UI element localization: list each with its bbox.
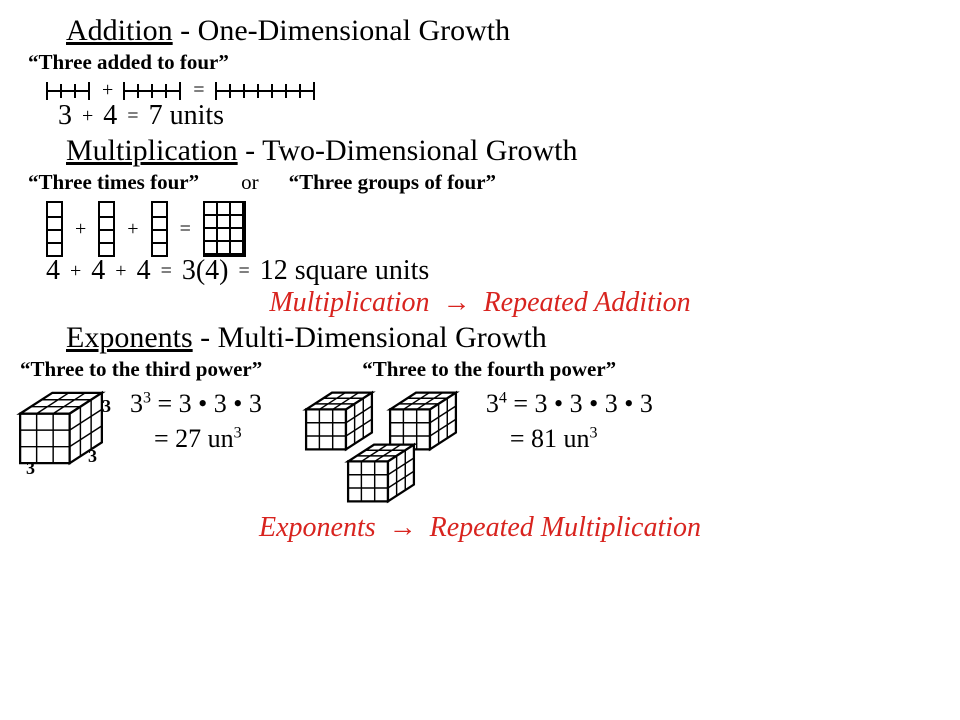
eq4-exp: 4	[499, 389, 507, 406]
number-line-7	[215, 82, 317, 100]
eq-4th-power: 34 = 3 • 3 • 3 • 3 = 81 un3	[486, 386, 653, 456]
eq3-base: 3	[130, 389, 143, 418]
plus-small: +	[115, 260, 126, 283]
exp-heading-rest: - Multi-Dimensional Growth	[193, 321, 547, 354]
mult-result: 12 square units	[260, 255, 430, 287]
exponents-heading: Exponents - Multi-Dimensional Growth	[66, 321, 944, 355]
addend-a: 3	[58, 100, 72, 132]
column-4-a	[46, 201, 63, 257]
cube-label-bottom: 3	[26, 458, 35, 479]
exp-col-4th: 34 = 3 • 3 • 3 • 3 = 81 un3	[302, 386, 653, 506]
term-2: 4	[91, 255, 105, 287]
term-1: 4	[46, 255, 60, 287]
mult-or: or	[241, 170, 259, 195]
plus-small: +	[70, 260, 81, 283]
eq-small: =	[127, 105, 138, 128]
eq-small: =	[239, 260, 250, 283]
column-4-c	[151, 201, 168, 257]
exp-heading-u: Exponents	[66, 321, 193, 354]
exponents-grid: 3 3 3 33 = 3 • 3 • 3 = 27 un3 34 = 3 • 3…	[16, 386, 944, 506]
exp-red-note: Exponents → Repeated Multiplication	[16, 512, 944, 544]
eq3-unit-exp: 3	[234, 424, 242, 441]
mult-heading-rest: - Two-Dimensional Growth	[238, 134, 578, 167]
term-3: 4	[137, 255, 151, 287]
exp-col-3rd: 3 3 3 33 = 3 • 3 • 3 = 27 un3	[16, 386, 262, 481]
eq3-expand: = 3 • 3 • 3	[151, 389, 262, 418]
addition-heading-rest: - One-Dimensional Growth	[173, 14, 510, 47]
plus-icon: +	[102, 79, 113, 102]
eq4-expand: = 3 • 3 • 3 • 3	[507, 389, 653, 418]
eq4-base: 3	[486, 389, 499, 418]
eq3-line1: 33 = 3 • 3 • 3	[130, 386, 262, 421]
multiplication-heading: Multiplication - Two-Dimensional Growth	[66, 134, 944, 168]
eq-3rd-power: 33 = 3 • 3 • 3 = 27 un3	[130, 386, 262, 456]
addition-equation: 3 + 4 = 7 units	[58, 100, 944, 132]
eq3-exp: 3	[143, 389, 151, 406]
grid-3x4	[203, 201, 246, 257]
number-line-4	[123, 82, 183, 100]
arrow-icon: →	[383, 512, 423, 544]
eq3-line2: = 27 un3	[130, 421, 262, 456]
eq4-val: = 81 un	[510, 424, 590, 453]
eq4-unit-exp: 3	[590, 424, 598, 441]
mult-visual-row: + + =	[46, 201, 944, 257]
eq3-val: = 27 un	[154, 424, 234, 453]
mult-equation: 4 + 4 + 4 = 3(4) = 12 square units	[46, 255, 944, 287]
addition-heading: Addition - One-Dimensional Growth	[66, 14, 944, 48]
mult-phrase-b: “Three groups of four”	[289, 170, 496, 195]
addition-phrase: “Three added to four”	[28, 50, 944, 75]
eq4-line1: 34 = 3 • 3 • 3 • 3	[486, 386, 653, 421]
eq-small: =	[161, 260, 172, 283]
exp-phrase-b: “Three to the fourth power”	[362, 357, 616, 382]
red-left: Multiplication	[269, 287, 429, 318]
mult-phrase-row: “Three times four” or “Three groups of f…	[16, 170, 944, 195]
equals-icon: =	[193, 79, 204, 102]
column-4-b	[98, 201, 115, 257]
addition-result: 7 units	[149, 100, 224, 132]
mult-red-note: Multiplication → Repeated Addition	[16, 287, 944, 319]
exp-phrase-row: “Three to the third power” “Three to the…	[16, 357, 944, 382]
equals-icon: =	[180, 218, 191, 241]
red-left: Exponents	[259, 512, 376, 543]
cube-label-top: 3	[102, 396, 111, 417]
addend-b: 4	[103, 100, 117, 132]
number-line-3	[46, 82, 92, 100]
cube-label-right: 3	[88, 446, 97, 467]
cube-cluster	[302, 386, 472, 506]
red-right: Repeated Multiplication	[430, 512, 701, 543]
plus-icon: +	[75, 218, 86, 241]
cube-icon	[344, 438, 418, 508]
exp-phrase-a: “Three to the third power”	[20, 357, 262, 382]
eq4-line2: = 81 un3	[486, 421, 653, 456]
plus-icon: +	[127, 218, 138, 241]
red-right: Repeated Addition	[484, 287, 691, 318]
mult-heading-u: Multiplication	[66, 134, 238, 167]
addition-heading-u: Addition	[66, 14, 173, 47]
cube-3-wrap: 3 3 3	[16, 386, 116, 481]
mult-phrase-a: “Three times four”	[28, 170, 199, 195]
addition-visual-row: + =	[46, 79, 944, 102]
arrow-icon: →	[437, 287, 477, 319]
plus-small: +	[82, 105, 93, 128]
product-form: 3(4)	[182, 255, 229, 287]
